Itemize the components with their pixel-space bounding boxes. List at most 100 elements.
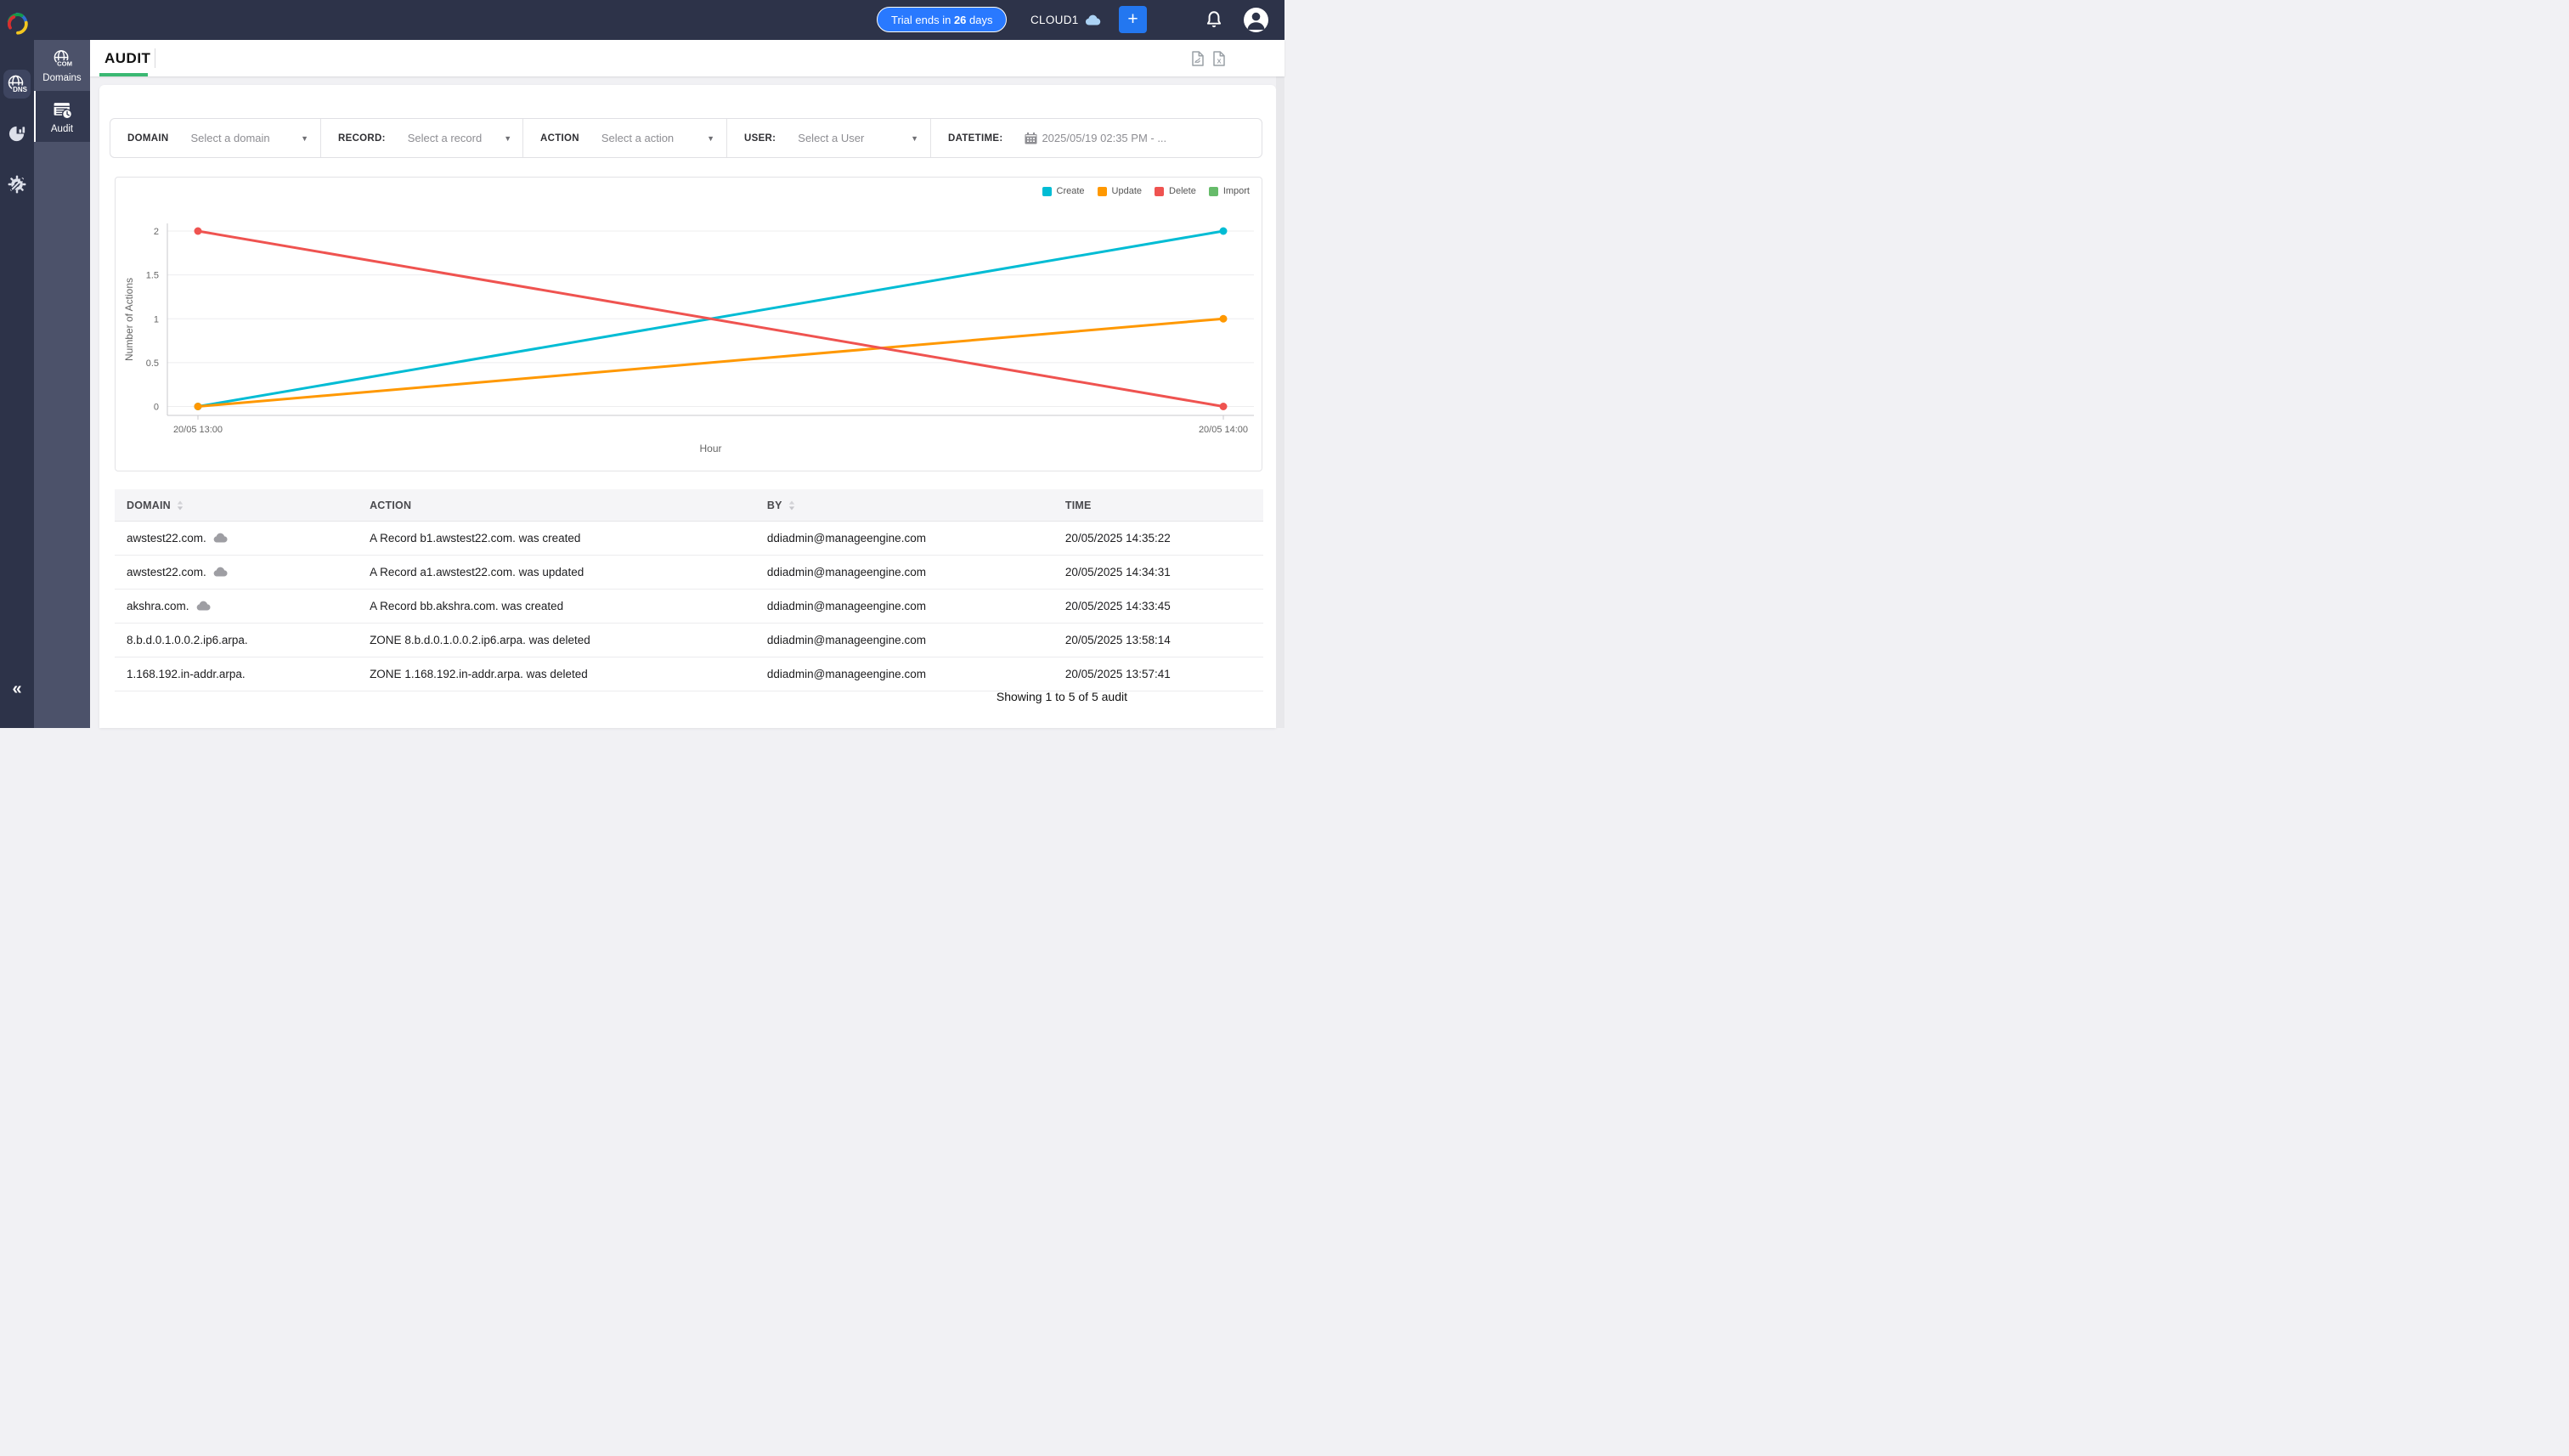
legend-label: Create bbox=[1056, 186, 1085, 196]
legend-swatch bbox=[1208, 186, 1218, 196]
column-header-action: ACTION bbox=[358, 489, 755, 522]
audit-line-chart: 0 0.5 1 1.5 2 20/05 13:00 20/05 14:00 Hour Numbe… bbox=[123, 223, 1254, 454]
table-row: awstest22.com. A Record a1.awstest22.com.… bbox=[115, 555, 1263, 590]
cell-action: A Record b1.awstest22.com. was created bbox=[358, 521, 755, 556]
org-selector[interactable]: CLOUD1 bbox=[1030, 0, 1101, 40]
sidebar-item-label: Audit bbox=[50, 123, 74, 134]
filter-datetime: DATETIME: 2025/05/19 02:35 PM - ... bbox=[930, 119, 1262, 157]
chevron-down-icon[interactable]: ▼ bbox=[301, 133, 308, 143]
column-label: TIME bbox=[1064, 499, 1092, 511]
cell-action: ZONE 1.168.192.in-addr.arpa. was deleted bbox=[358, 657, 755, 691]
cell-time: 20/05/2025 14:35:22 bbox=[1053, 521, 1263, 556]
cell-domain: akshra.com. bbox=[115, 589, 359, 624]
trial-days: 26 bbox=[953, 13, 967, 26]
sidebar-item-settings[interactable] bbox=[0, 174, 34, 195]
trial-text-prefix: Trial ends in bbox=[891, 13, 954, 26]
page-header: AUDIT X bbox=[90, 40, 1284, 76]
cell-by: ddiadmin@manageengine.com bbox=[754, 521, 1053, 556]
table-row: awstest22.com. A Record b1.awstest22.com.… bbox=[115, 521, 1263, 556]
filter-label: RECORD: bbox=[338, 133, 386, 144]
sidebar-item-domains[interactable]: COM Domains bbox=[34, 40, 90, 91]
calendar-icon[interactable] bbox=[1025, 132, 1037, 144]
sidebar-item-dns[interactable]: DNS bbox=[3, 70, 31, 99]
filter-domain: DOMAIN Select a domain ▼ bbox=[110, 119, 320, 157]
table-row: 8.b.d.0.1.0.0.2.ip6.arpa. ZONE 8.b.d.0.1.… bbox=[115, 623, 1263, 657]
plus-icon: + bbox=[1127, 9, 1138, 29]
globe-com-icon: COM bbox=[54, 49, 73, 69]
cell-domain: awstest22.com. bbox=[115, 555, 359, 590]
filter-bar: DOMAIN Select a domain ▼ RECORD: Select a re… bbox=[110, 118, 1262, 158]
filter-value[interactable]: Select a action bbox=[601, 132, 675, 144]
table-row: akshra.com. A Record bb.akshra.com. was c… bbox=[115, 589, 1263, 624]
svg-text:Hour: Hour bbox=[699, 443, 721, 454]
cell-action: A Record a1.awstest22.com. was updated bbox=[358, 555, 755, 590]
sidebar-item-analytics[interactable] bbox=[0, 124, 34, 144]
legend-item-import[interactable]: Import bbox=[1208, 186, 1250, 196]
collapse-chevrons-icon[interactable]: « bbox=[12, 680, 22, 698]
chevron-down-icon[interactable]: ▼ bbox=[911, 133, 918, 143]
svg-text:0.5: 0.5 bbox=[146, 358, 159, 369]
svg-text:1: 1 bbox=[154, 314, 159, 324]
org-name: CLOUD1 bbox=[1030, 14, 1079, 26]
legend-swatch bbox=[1042, 186, 1052, 196]
svg-text:1.5: 1.5 bbox=[146, 271, 159, 281]
legend-label: Delete bbox=[1169, 186, 1196, 196]
avatar[interactable] bbox=[1244, 8, 1268, 32]
scrollbar-track[interactable] bbox=[1276, 76, 1284, 728]
excel-file-icon[interactable]: X bbox=[1213, 51, 1225, 66]
pdf-file-icon[interactable] bbox=[1192, 51, 1204, 66]
table-summary: Showing 1 to 5 of 5 audit bbox=[115, 690, 1263, 703]
svg-text:Number of Actions: Number of Actions bbox=[123, 278, 135, 361]
svg-text:0: 0 bbox=[154, 403, 159, 413]
cloud-icon bbox=[196, 601, 211, 611]
cell-by: ddiadmin@manageengine.com bbox=[754, 623, 1053, 657]
legend-swatch bbox=[1155, 186, 1165, 196]
legend-swatch bbox=[1097, 186, 1107, 196]
tab-audit[interactable]: AUDIT bbox=[104, 49, 151, 66]
filter-label: DOMAIN bbox=[127, 133, 169, 144]
filter-label: DATETIME: bbox=[948, 133, 1003, 144]
filter-value[interactable]: Select a record bbox=[407, 132, 483, 144]
sidebar-item-label: Domains bbox=[42, 72, 82, 83]
filter-value[interactable]: Select a domain bbox=[190, 132, 270, 144]
primary-sidebar: DNS « bbox=[0, 0, 34, 728]
svg-text:2: 2 bbox=[154, 227, 159, 237]
filter-value[interactable]: 2025/05/19 02:35 PM - ... bbox=[1042, 132, 1167, 144]
chevron-down-icon[interactable]: ▼ bbox=[707, 133, 714, 143]
column-header-by[interactable]: BY bbox=[754, 489, 1053, 522]
cell-domain: 1.168.192.in-addr.arpa. bbox=[115, 657, 359, 691]
cell-action: ZONE 8.b.d.0.1.0.0.2.ip6.arpa. was delet… bbox=[358, 623, 755, 657]
sidebar-item-audit[interactable]: Audit bbox=[34, 91, 90, 142]
filter-action: ACTION Select a action ▼ bbox=[522, 119, 726, 157]
sort-icon bbox=[177, 500, 184, 510]
svg-text:X: X bbox=[1217, 57, 1221, 65]
legend-label: Import bbox=[1222, 186, 1250, 196]
cell-time: 20/05/2025 13:57:41 bbox=[1053, 657, 1263, 691]
chart-legend: Create Update Delete Import bbox=[1042, 186, 1250, 196]
trial-ends-button[interactable]: Trial ends in 26 days bbox=[877, 7, 1008, 32]
table-row: 1.168.192.in-addr.arpa. ZONE 1.168.192.in… bbox=[115, 657, 1263, 691]
filter-record: RECORD: Select a record ▼ bbox=[320, 119, 522, 157]
filter-value[interactable]: Select a User bbox=[798, 132, 865, 144]
column-label: ACTION bbox=[370, 499, 412, 511]
showing-summary: Showing 1 to 5 of 5 audit bbox=[996, 690, 1127, 703]
audit-chart-card: Create Update Delete Import 0 0.5 1 1.5 2 20/05 … bbox=[115, 177, 1262, 471]
legend-item-delete[interactable]: Delete bbox=[1155, 186, 1196, 196]
legend-item-create[interactable]: Create bbox=[1042, 186, 1085, 196]
cell-by: ddiadmin@manageengine.com bbox=[754, 657, 1053, 691]
legend-label: Update bbox=[1111, 186, 1143, 196]
add-button[interactable]: + bbox=[1119, 6, 1147, 33]
cell-action: A Record bb.akshra.com. was created bbox=[358, 589, 755, 624]
legend-item-update[interactable]: Update bbox=[1097, 186, 1143, 196]
chevron-down-icon[interactable]: ▼ bbox=[504, 133, 512, 143]
bell-icon[interactable] bbox=[1205, 10, 1223, 30]
avatar-icon bbox=[1247, 12, 1265, 30]
app-logo bbox=[7, 12, 28, 35]
dns-globe-icon: DNS bbox=[8, 75, 28, 95]
cell-time: 20/05/2025 14:33:45 bbox=[1053, 589, 1263, 624]
svg-text:COM: COM bbox=[57, 59, 72, 67]
column-header-domain[interactable]: DOMAIN bbox=[115, 489, 359, 522]
column-label: DOMAIN bbox=[127, 499, 171, 511]
column-label: BY bbox=[766, 499, 782, 511]
column-header-time: TIME bbox=[1053, 489, 1263, 522]
